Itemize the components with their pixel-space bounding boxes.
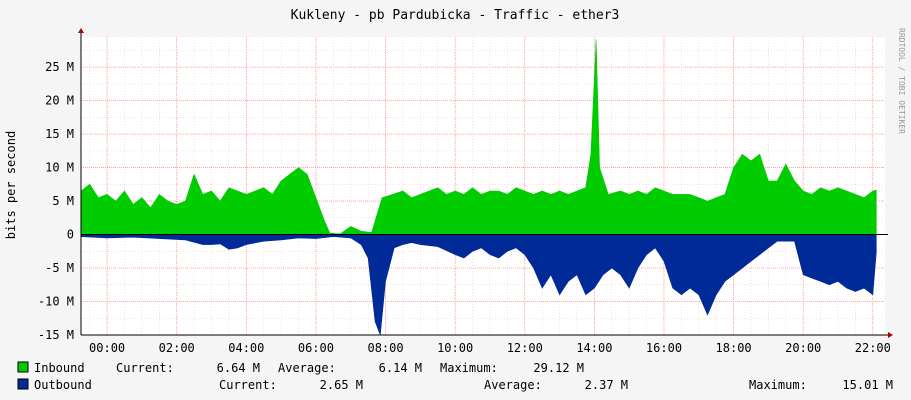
chart-title: Kukleny - pb Pardubicka - Traffic - ethe… bbox=[291, 8, 620, 23]
legend-maximum-value-outbound: 15.01 M bbox=[842, 378, 893, 392]
y-tick-label: 25 M bbox=[45, 60, 74, 74]
x-tick-label: 00:00 bbox=[89, 341, 125, 355]
legend-swatch-outbound bbox=[17, 378, 29, 390]
series-area-inbound bbox=[80, 39, 877, 235]
legend-average-value-inbound: 6.14 M bbox=[379, 361, 422, 375]
y-tick-label: -5 M bbox=[45, 261, 74, 275]
series-area-outbound bbox=[80, 234, 877, 336]
legend-current-value-outbound: 2.65 M bbox=[320, 378, 363, 392]
legend-inbound: Inbound Current: 6.64 M Average: 6.14 M … bbox=[17, 361, 584, 375]
legend-maximum-label-inbound: Maximum: bbox=[440, 361, 498, 375]
legend-swatch-inbound bbox=[17, 361, 29, 373]
x-tick-label: 02:00 bbox=[159, 341, 195, 355]
series-layer bbox=[80, 39, 877, 336]
rrdtool-watermark: RRDTOOL / TOBI OETIKER bbox=[897, 28, 906, 134]
legend-name-inbound: Inbound bbox=[34, 361, 85, 375]
x-tick-label: 04:00 bbox=[228, 341, 264, 355]
x-tick-label: 10:00 bbox=[437, 341, 473, 355]
y-axis-label: bits per second bbox=[4, 131, 18, 239]
axes bbox=[78, 28, 893, 338]
x-tick-label: 14:00 bbox=[576, 341, 612, 355]
x-tick-label: 16:00 bbox=[646, 341, 682, 355]
legend-average-label-outbound: Average: bbox=[484, 378, 542, 392]
legend-name-outbound: Outbound bbox=[34, 378, 92, 392]
legend-current-label-outbound: Current: bbox=[219, 378, 277, 392]
x-tick-label: 08:00 bbox=[367, 341, 403, 355]
y-axis-arrow bbox=[78, 28, 84, 33]
x-tick-label: 18:00 bbox=[716, 341, 752, 355]
y-tick-label: 10 M bbox=[45, 161, 74, 175]
legend-current-value-inbound: 6.64 M bbox=[217, 361, 260, 375]
y-tick-label: -15 M bbox=[38, 328, 74, 342]
tick-labels: 00:00 02:00 04:00 06:00 08:00 10:00 12:00 14:00… bbox=[38, 60, 891, 355]
legend-maximum-value-inbound: 29.12 M bbox=[533, 361, 584, 375]
y-tick-label: 0 bbox=[67, 228, 74, 242]
legend-outbound: Outbound Current: 2.65 M Average: 2.37 M… bbox=[17, 378, 893, 392]
legend-maximum-label-outbound: Maximum: bbox=[749, 378, 807, 392]
y-tick-label: 5 M bbox=[52, 194, 74, 208]
y-tick-label: 15 M bbox=[45, 127, 74, 141]
x-tick-label: 22:00 bbox=[855, 341, 891, 355]
y-tick-label: -10 M bbox=[38, 295, 74, 309]
legend-current-label-inbound: Current: bbox=[116, 361, 174, 375]
x-tick-label: 12:00 bbox=[507, 341, 543, 355]
legend-average-value-outbound: 2.37 M bbox=[585, 378, 628, 392]
y-tick-label: 20 M bbox=[45, 94, 74, 108]
x-tick-label: 20:00 bbox=[785, 341, 821, 355]
x-axis-arrow bbox=[888, 332, 893, 338]
x-tick-label: 06:00 bbox=[298, 341, 334, 355]
legend-average-label-inbound: Average: bbox=[278, 361, 336, 375]
